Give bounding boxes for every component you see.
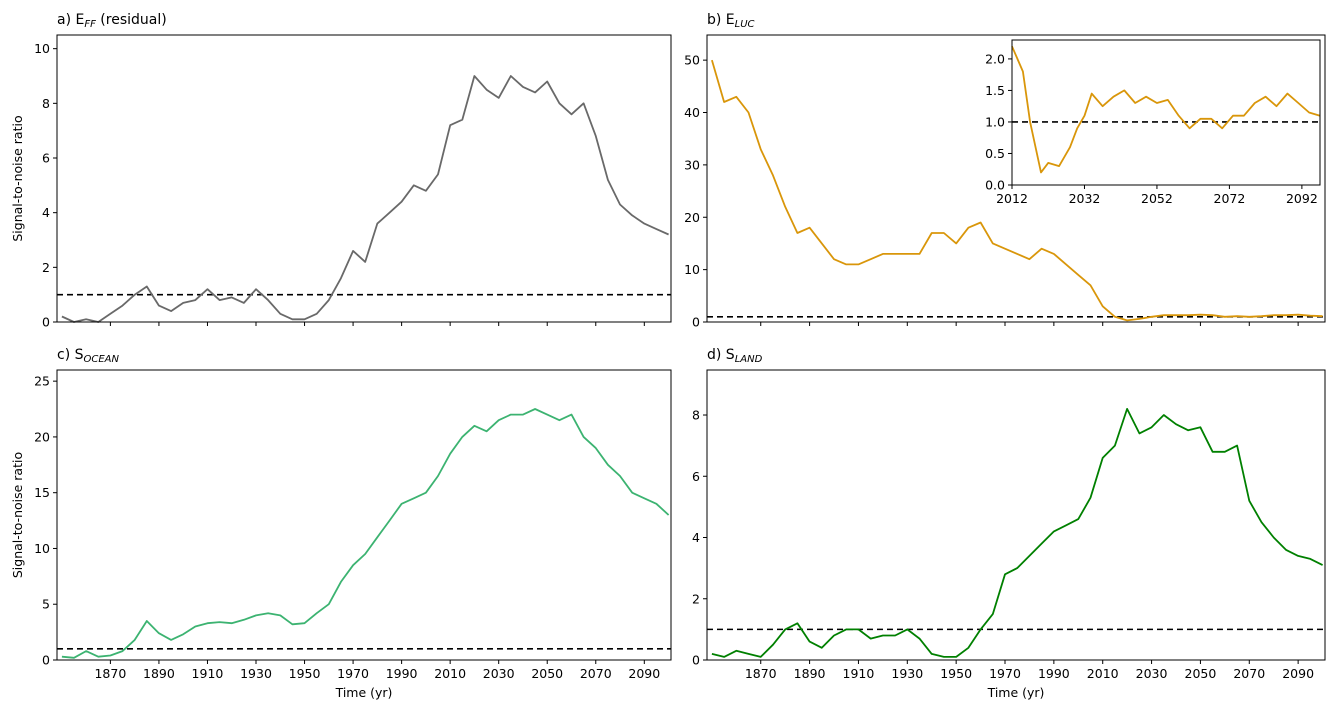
data-line xyxy=(711,59,1323,322)
x-tick-label: 1970 xyxy=(337,666,369,681)
title-text: d) S xyxy=(707,347,735,363)
y-tick-label: 1.0 xyxy=(985,114,1005,129)
title-text: c) S xyxy=(57,347,84,363)
title-subscript: FF xyxy=(84,19,96,30)
plot-frame xyxy=(56,369,672,661)
y-tick-label: 2 xyxy=(42,260,50,275)
data-line xyxy=(61,408,670,659)
x-tick-label: 2032 xyxy=(1069,191,1101,206)
inset-background xyxy=(1012,40,1320,185)
title-text: b) E xyxy=(707,12,735,28)
title-subscript: LUC xyxy=(735,19,755,30)
y-tick-label: 0.0 xyxy=(985,178,1005,193)
x-tick-label: 1970 xyxy=(989,666,1021,681)
x-tick-label: 2090 xyxy=(628,666,660,681)
y-tick-label: 6 xyxy=(692,469,700,484)
x-tick-label: 1870 xyxy=(94,666,126,681)
y-tick-label: 8 xyxy=(42,96,50,111)
x-tick-label: 2052 xyxy=(1141,191,1173,206)
panel-title: b) ELUC xyxy=(707,12,755,30)
x-tick-label: 1930 xyxy=(891,666,923,681)
x-tick-label: 1910 xyxy=(192,666,224,681)
x-tick-label: 2012 xyxy=(996,191,1028,206)
x-tick-label: 2030 xyxy=(1136,666,1168,681)
y-tick-label: 0.5 xyxy=(985,146,1005,161)
data-line xyxy=(711,408,1324,658)
plot-frame xyxy=(706,369,1326,661)
x-tick-label: 2092 xyxy=(1286,191,1318,206)
y-tick-label: 10 xyxy=(34,541,50,556)
y-tick-label: 6 xyxy=(42,151,50,166)
y-tick-label: 4 xyxy=(692,530,700,545)
y-tick-label: 0 xyxy=(692,315,700,330)
y-tick-label: 0 xyxy=(692,653,700,668)
y-tick-label: 2.0 xyxy=(985,51,1005,66)
x-tick-label: 1950 xyxy=(940,666,972,681)
title-text: (residual) xyxy=(96,12,167,28)
x-tick-label: 2030 xyxy=(483,666,515,681)
y-tick-label: 10 xyxy=(684,262,700,277)
y-tick-label: 0 xyxy=(42,653,50,668)
x-tick-label: 1890 xyxy=(794,666,826,681)
y-tick-label: 30 xyxy=(684,157,700,172)
x-tick-label: 2070 xyxy=(580,666,612,681)
y-tick-label: 40 xyxy=(684,105,700,120)
x-tick-label: 1910 xyxy=(843,666,875,681)
x-tick-label: 2072 xyxy=(1214,191,1246,206)
y-tick-label: 50 xyxy=(684,53,700,68)
plot-frame xyxy=(706,34,1326,323)
y-tick-label: 20 xyxy=(34,429,50,444)
data-line xyxy=(61,75,669,323)
title-subscript: OCEAN xyxy=(84,354,120,365)
y-tick-label: 25 xyxy=(34,374,50,389)
x-tick-label: 2010 xyxy=(434,666,466,681)
y-tick-label: 0 xyxy=(42,315,50,330)
x-tick-label: 1890 xyxy=(143,666,175,681)
y-tick-label: 2 xyxy=(692,591,700,606)
y-tick-label: 10 xyxy=(34,41,50,56)
x-axis-label: Time (yr) xyxy=(987,685,1045,700)
y-axis-label: Signal-to-noise ratio xyxy=(10,452,25,578)
x-tick-label: 1930 xyxy=(240,666,272,681)
x-tick-label: 2090 xyxy=(1282,666,1314,681)
x-tick-label: 2070 xyxy=(1233,666,1265,681)
y-tick-label: 1.5 xyxy=(985,83,1005,98)
y-tick-label: 5 xyxy=(42,597,50,612)
y-axis-label: Signal-to-noise ratio xyxy=(10,115,25,241)
x-tick-label: 1990 xyxy=(1038,666,1070,681)
y-tick-label: 4 xyxy=(42,205,50,220)
panel-title: a) EFF (residual) xyxy=(57,12,167,30)
panel-title: c) SOCEAN xyxy=(57,347,120,365)
x-tick-label: 1990 xyxy=(386,666,418,681)
x-tick-label: 2050 xyxy=(531,666,563,681)
title-text: a) E xyxy=(57,12,84,28)
x-tick-label: 1870 xyxy=(745,666,777,681)
y-tick-label: 20 xyxy=(684,210,700,225)
y-tick-label: 15 xyxy=(34,485,50,500)
x-tick-label: 2050 xyxy=(1185,666,1217,681)
plot-frame xyxy=(56,34,672,323)
plot-frame xyxy=(1011,39,1321,186)
data-line xyxy=(1011,45,1321,174)
x-tick-label: 2010 xyxy=(1087,666,1119,681)
panel-title: d) SLAND xyxy=(707,347,763,365)
y-tick-label: 8 xyxy=(692,408,700,423)
x-axis-label: Time (yr) xyxy=(335,685,393,700)
title-subscript: LAND xyxy=(735,354,763,365)
x-tick-label: 1950 xyxy=(289,666,321,681)
